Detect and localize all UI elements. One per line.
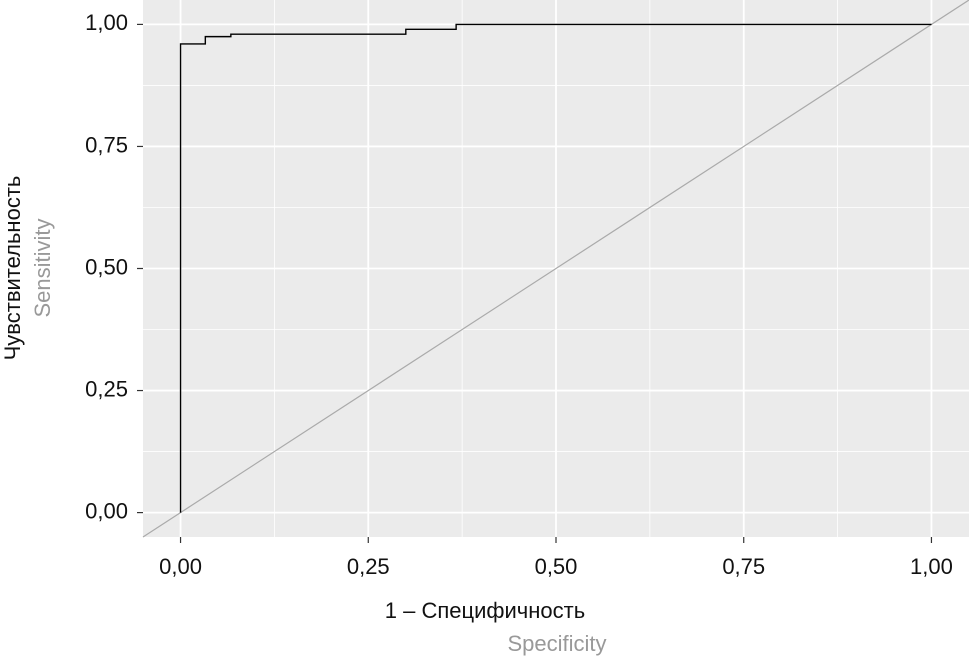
x-axis-subtitle: Specificity bbox=[507, 631, 606, 656]
x-tick-label: 0,50 bbox=[535, 554, 578, 579]
x-tick-label: 0,25 bbox=[347, 554, 390, 579]
x-tick-label: 0,75 bbox=[722, 554, 765, 579]
y-tick-label: 0,00 bbox=[85, 498, 128, 523]
x-tick-label: 0,00 bbox=[159, 554, 202, 579]
y-tick-label: 0,25 bbox=[85, 376, 128, 401]
y-tick-label: 0,75 bbox=[85, 132, 128, 157]
y-tick-label: 0,50 bbox=[85, 254, 128, 279]
y-tick-label: 1,00 bbox=[85, 10, 128, 35]
y-axis-subtitle: Sensitivity bbox=[30, 218, 55, 317]
x-axis-title: 1 – Специфичность bbox=[385, 598, 585, 623]
diagonal-reference-line bbox=[142, 0, 969, 538]
y-axis-title: Чувствительность bbox=[0, 176, 25, 361]
x-tick-label: 1,00 bbox=[910, 554, 953, 579]
roc-curve bbox=[179, 23, 932, 513]
